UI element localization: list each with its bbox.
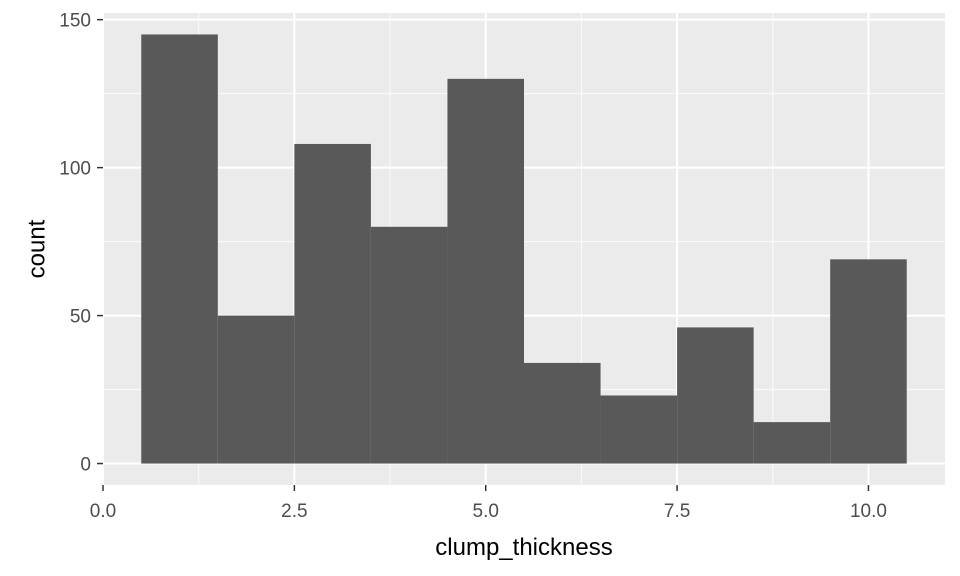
- histogram-bar: [830, 259, 907, 464]
- x-tick-label: 7.5: [664, 501, 690, 522]
- histogram-bar: [217, 315, 295, 464]
- x-tick-label: 5.0: [473, 501, 499, 522]
- histogram-bar: [294, 143, 371, 464]
- y-axis: 0 50 100 150: [59, 11, 103, 476]
- y-tick-label: 0: [80, 455, 91, 476]
- histogram-bar: [447, 78, 524, 464]
- x-tick-label: 0.0: [90, 501, 116, 522]
- histogram-bar: [141, 34, 218, 464]
- y-axis-title: count: [23, 219, 50, 278]
- y-tick-label: 150: [59, 11, 91, 32]
- x-tick-label: 2.5: [281, 501, 307, 522]
- histogram-bar: [753, 422, 831, 464]
- histogram-bar: [370, 226, 448, 464]
- x-axis: 0.0 2.5 5.0 7.5 10.0: [90, 485, 887, 522]
- y-tick-label: 100: [59, 159, 91, 180]
- histogram-bar: [524, 362, 601, 464]
- y-tick-label: 50: [70, 307, 91, 328]
- x-tick-label: 10.0: [850, 501, 887, 522]
- histogram-bars: [141, 34, 907, 464]
- histogram-bar: [677, 327, 754, 464]
- x-axis-title: clump_thickness: [435, 534, 612, 561]
- histogram-bar: [600, 395, 678, 464]
